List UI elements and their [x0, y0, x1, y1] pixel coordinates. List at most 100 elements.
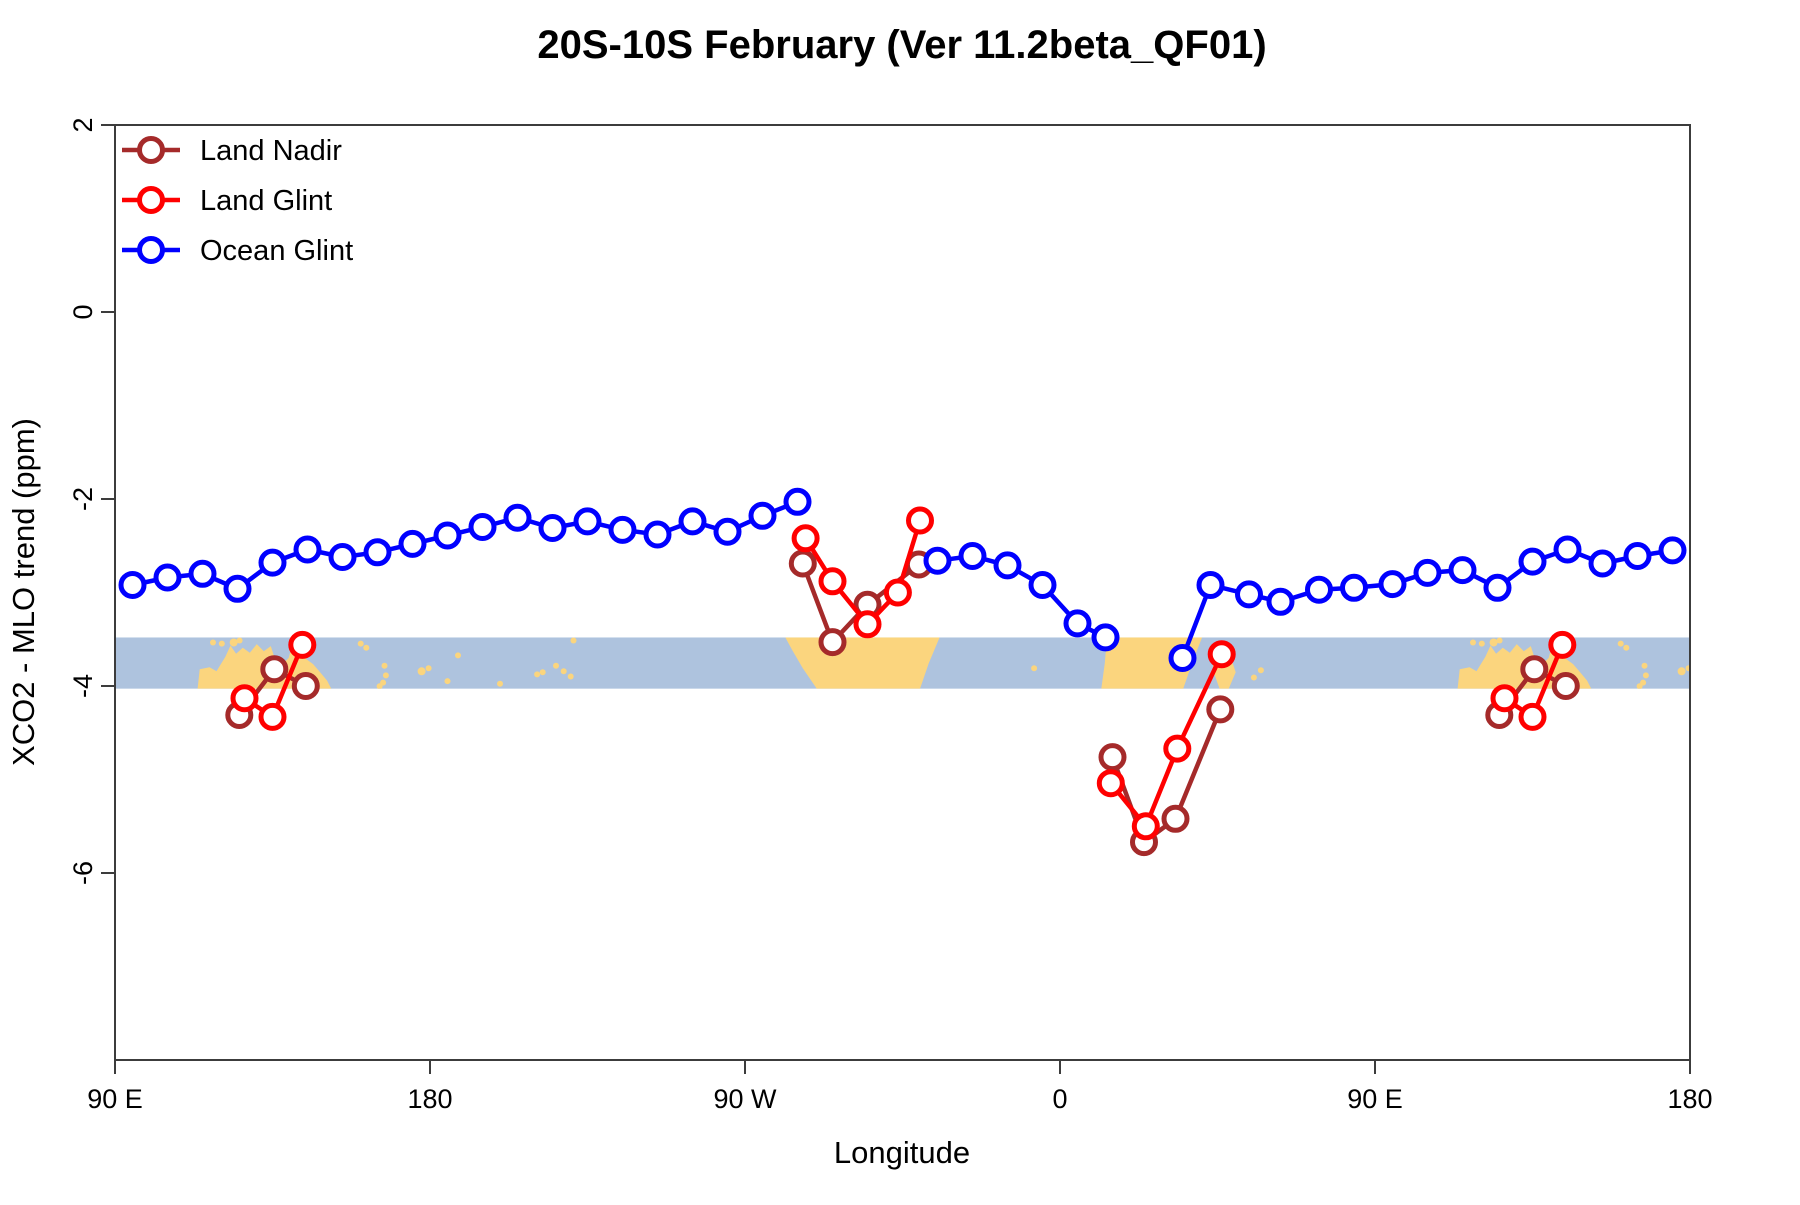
- ocean-glint-point: [363, 538, 392, 567]
- map-island-dot: [1478, 640, 1485, 647]
- land-glint-point: [258, 702, 287, 731]
- plot-border: [114, 124, 1691, 1061]
- map-island-dot: [444, 678, 451, 685]
- map-island-dot: [567, 673, 574, 680]
- map-island-dot: [380, 679, 387, 686]
- map-island-dot: [1496, 637, 1503, 644]
- land-glint-point: [288, 630, 317, 659]
- land-glint-point: [853, 610, 882, 639]
- land-glint-line: [1108, 651, 1224, 831]
- legend-label-land-nadir: Land Nadir: [200, 135, 342, 167]
- map-island-dot: [357, 640, 364, 647]
- map-island-dot: [425, 665, 432, 672]
- map-island-dot: [1257, 667, 1264, 674]
- ocean-glint-point: [223, 574, 252, 603]
- land-glint-point: [1207, 640, 1236, 669]
- land-glint-point: [1490, 684, 1519, 713]
- map-island-dot: [229, 638, 238, 647]
- ocean-glint-point: [1518, 547, 1547, 576]
- map-island-dot: [363, 644, 370, 651]
- ocean-glint-point: [1340, 573, 1368, 602]
- ocean-glint-point: [1063, 609, 1092, 638]
- ocean-glint-point: [958, 542, 987, 570]
- map-island-dot: [1031, 665, 1038, 672]
- ocean-glint-point: [153, 563, 182, 592]
- y-tick-label: -2: [68, 487, 98, 511]
- map-island-dot: [1641, 662, 1648, 669]
- ocean-glint-point: [608, 515, 637, 544]
- ocean-glint-point: [1168, 644, 1197, 672]
- legend-item-ocean-glint: Ocean Glint: [122, 235, 353, 267]
- ocean-glint-point: [573, 507, 602, 536]
- series-land-glint: [230, 506, 1577, 841]
- ocean-glint-point: [1028, 571, 1057, 599]
- y-axis-title: XCO2 - MLO trend (ppm): [6, 418, 41, 766]
- ocean-glint-point: [1448, 556, 1477, 585]
- legend: Land Nadir Land Glint Ocean Glint: [122, 135, 353, 267]
- land-glint-point: [883, 578, 912, 607]
- x-axis-title: Longitude: [834, 1135, 970, 1170]
- series-ocean-glint: [118, 487, 1687, 672]
- ocean-glint-point: [993, 551, 1022, 580]
- land-glint-point: [1518, 702, 1547, 731]
- map-island-dot: [381, 662, 388, 669]
- ocean-glint-point: [678, 507, 707, 536]
- ocean-glint-point: [538, 514, 567, 542]
- ocean-glint-point: [503, 503, 532, 532]
- x-tick-label: 90 W: [713, 1084, 777, 1114]
- ocean-glint-point: [1378, 570, 1407, 599]
- map-island-dot: [570, 637, 577, 644]
- land-glint-point: [906, 506, 934, 535]
- ocean-glint-point: [293, 535, 322, 564]
- ocean-glint-point: [1658, 536, 1687, 565]
- ocean-glint-point: [1413, 558, 1442, 587]
- land-glint-point: [1163, 734, 1192, 763]
- ocean-glint-point: [783, 487, 812, 516]
- ocean-glint-point: [1196, 571, 1225, 599]
- y-tick-label: -4: [68, 674, 98, 698]
- series-land-nadir: [225, 549, 1580, 857]
- land-nadir-point: [1098, 743, 1127, 772]
- map-island-dot: [1677, 667, 1686, 676]
- land-nadir-point: [260, 655, 289, 684]
- land-nadir-point: [1206, 695, 1235, 724]
- map-island-dot: [1640, 679, 1647, 686]
- legend-label-land-glint: Land Glint: [200, 185, 332, 217]
- ocean-glint-point: [923, 546, 952, 575]
- data-series: [118, 487, 1687, 857]
- map-island-dot: [534, 671, 541, 678]
- ocean-glint-point: [1266, 587, 1295, 616]
- x-tick-label: 90 E: [87, 1084, 143, 1114]
- ocean-glint-point: [258, 548, 287, 577]
- ocean-glint-point: [1483, 573, 1512, 602]
- map-island-dot: [553, 662, 559, 669]
- axes: 90 E 180 90 W 0 90 E 180 2 0 -2 -4 -6: [68, 117, 1713, 1114]
- ocean-glint-point: [1588, 549, 1617, 578]
- map-island-dot: [1623, 644, 1630, 651]
- map-island-dot: [455, 652, 461, 659]
- x-tick-label: 180: [407, 1084, 452, 1114]
- ocean-glint-point: [118, 571, 147, 599]
- ocean-glint-point: [713, 517, 742, 546]
- map-island-dot: [560, 668, 567, 675]
- y-tick-label: -6: [68, 861, 98, 885]
- map-island-dot: [382, 672, 389, 679]
- ocean-glint-point: [188, 559, 217, 588]
- legend-marker-land-glint: [137, 186, 165, 214]
- map-island-dot: [539, 669, 546, 676]
- legend-item-land-nadir: Land Nadir: [122, 135, 342, 167]
- land-nadir-point: [1520, 655, 1549, 684]
- map-island-dot: [218, 640, 225, 647]
- legend-marker-ocean-glint: [137, 236, 165, 264]
- ocean-glint-point: [1623, 542, 1652, 570]
- x-tick-label: 180: [1667, 1084, 1712, 1114]
- ocean-glint-point: [1235, 580, 1263, 609]
- land-glint-point: [818, 567, 847, 596]
- land-glint-point: [1131, 812, 1160, 841]
- map-island-dot: [1642, 672, 1649, 679]
- land-glint-point: [1548, 630, 1577, 659]
- map-island-dot: [1489, 638, 1498, 647]
- map-island-dot: [417, 667, 426, 676]
